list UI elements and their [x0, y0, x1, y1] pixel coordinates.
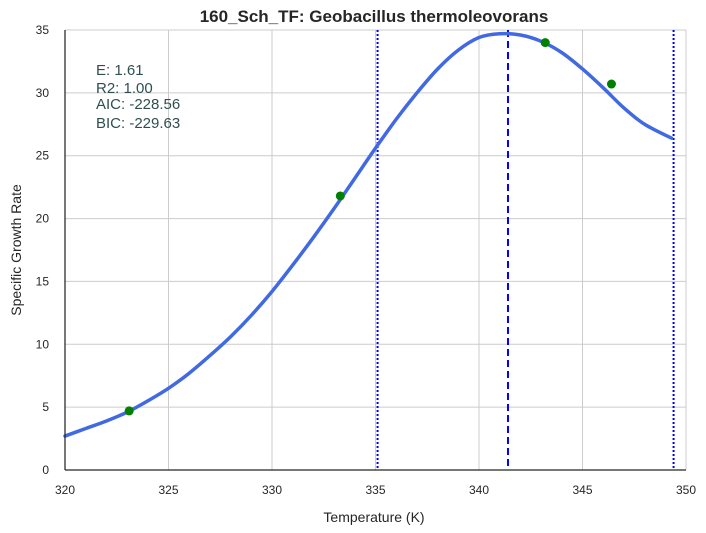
x-tick-label: 340 [469, 483, 489, 497]
annotation-bic: BIC: -229.63 [96, 115, 180, 132]
grid [64, 29, 687, 471]
fit-curve-line [63, 31, 674, 438]
y-tick-label: 0 [42, 463, 49, 477]
data-point [540, 38, 550, 48]
data-point [335, 191, 345, 201]
x-tick-label: 330 [262, 483, 282, 497]
observed-points [124, 38, 616, 416]
annotation-aic: AIC: -228.56 [96, 96, 180, 113]
x-tick-label: 345 [572, 483, 592, 497]
x-axis-label: Temperature (K) [323, 509, 424, 525]
y-tick-label: 20 [36, 212, 50, 226]
data-point [124, 406, 134, 416]
annotation-box: E: 1.61 R2: 1.00 AIC: -228.56 BIC: -229.… [96, 62, 180, 132]
vertical-lines [376, 30, 675, 470]
x-tick-label: 320 [55, 483, 75, 497]
y-tick-label: 15 [36, 274, 50, 288]
x-tick-label: 350 [676, 483, 696, 497]
y-tick-label: 5 [42, 400, 49, 414]
x-tick-labels: 320 325 330 335 340 345 350 [55, 483, 696, 497]
data-point [606, 79, 616, 89]
y-axis-label: Specific Growth Rate [8, 184, 24, 316]
y-tick-label: 35 [36, 23, 50, 37]
y-tick-labels: 0 5 10 15 20 25 30 35 [36, 23, 50, 477]
annotation-e: E: 1.61 [96, 62, 144, 79]
annotation-r2: R2: 1.00 [96, 80, 153, 97]
chart-title: 160_Sch_TF: Geobacillus thermoleovorans [200, 7, 549, 26]
x-tick-label: 325 [158, 483, 178, 497]
x-tick-label: 335 [365, 483, 385, 497]
y-tick-label: 30 [36, 86, 50, 100]
y-tick-label: 25 [36, 149, 50, 163]
fit-curve-layer [63, 31, 674, 438]
axes [64, 30, 686, 471]
y-tick-label: 10 [36, 337, 50, 351]
